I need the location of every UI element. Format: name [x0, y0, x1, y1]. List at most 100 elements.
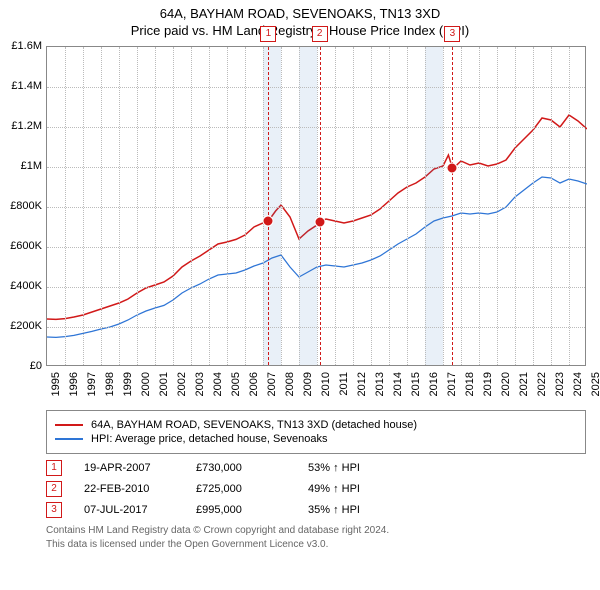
- xtick-label: 2020: [500, 372, 512, 396]
- xtick-label: 2015: [410, 372, 422, 396]
- gridline-v: [83, 47, 84, 365]
- gridline-v: [101, 47, 102, 365]
- event-marker-dot: [314, 217, 325, 228]
- gridline-v: [551, 47, 552, 365]
- chart-shaded-band: [299, 47, 317, 365]
- event-price: £995,000: [196, 504, 286, 516]
- price-chart: 123: [46, 46, 586, 366]
- xtick-label: 2009: [302, 372, 314, 396]
- gridline-h: [47, 327, 585, 328]
- event-marker-line: [320, 47, 321, 365]
- xtick-label: 1999: [122, 372, 134, 396]
- gridline-v: [461, 47, 462, 365]
- event-marker-line: [452, 47, 453, 365]
- event-marker-dot: [263, 216, 274, 227]
- xtick-label: 2012: [356, 372, 368, 396]
- gridline-v: [209, 47, 210, 365]
- legend: 64A, BAYHAM ROAD, SEVENOAKS, TN13 3XD (d…: [46, 410, 586, 454]
- footer-line-1: Contains HM Land Registry data © Crown c…: [46, 524, 590, 538]
- gridline-v: [155, 47, 156, 365]
- chart-title: 64A, BAYHAM ROAD, SEVENOAKS, TN13 3XD: [0, 6, 600, 21]
- event-row: 3 07-JUL-2017 £995,000 35% ↑ HPI: [46, 502, 586, 518]
- xtick-label: 1995: [50, 372, 62, 396]
- xtick-label: 2001: [158, 372, 170, 396]
- legend-label: 64A, BAYHAM ROAD, SEVENOAKS, TN13 3XD (d…: [91, 419, 417, 431]
- gridline-v: [569, 47, 570, 365]
- event-delta: 49% ↑ HPI: [308, 483, 398, 495]
- gridline-v: [227, 47, 228, 365]
- gridline-v: [479, 47, 480, 365]
- ytick-label: £800K: [0, 200, 42, 212]
- chart-subtitle: Price paid vs. HM Land Registry's House …: [0, 23, 600, 38]
- gridline-v: [281, 47, 282, 365]
- xtick-label: 2024: [572, 372, 584, 396]
- event-marker-dot: [447, 163, 458, 174]
- xtick-label: 2025: [590, 372, 600, 396]
- ytick-label: £1M: [0, 160, 42, 172]
- events-table: 119-APR-2007£730,00053% ↑ HPI222-FEB-201…: [46, 460, 586, 518]
- xtick-label: 2019: [482, 372, 494, 396]
- legend-item: HPI: Average price, detached house, Seve…: [55, 433, 577, 445]
- gridline-v: [173, 47, 174, 365]
- ytick-label: £1.4M: [0, 80, 42, 92]
- footer-attribution: Contains HM Land Registry data © Crown c…: [46, 524, 590, 552]
- xtick-label: 2006: [248, 372, 260, 396]
- ytick-label: £1.2M: [0, 120, 42, 132]
- ytick-label: £1.6M: [0, 40, 42, 52]
- event-number-box: 3: [46, 502, 62, 518]
- xtick-label: 2003: [194, 372, 206, 396]
- event-row: 119-APR-2007£730,00053% ↑ HPI: [46, 460, 586, 476]
- xtick-label: 2007: [266, 372, 278, 396]
- gridline-h: [47, 87, 585, 88]
- gridline-v: [353, 47, 354, 365]
- event-number-box: 1: [46, 460, 62, 476]
- legend-item: 64A, BAYHAM ROAD, SEVENOAKS, TN13 3XD (d…: [55, 419, 577, 431]
- xtick-label: 2008: [284, 372, 296, 396]
- chart-shaded-band: [425, 47, 443, 365]
- legend-swatch: [55, 424, 83, 426]
- gridline-v: [497, 47, 498, 365]
- xtick-label: 2000: [140, 372, 152, 396]
- xtick-label: 2016: [428, 372, 440, 396]
- event-delta: 35% ↑ HPI: [308, 504, 398, 516]
- xtick-label: 2022: [536, 372, 548, 396]
- gridline-v: [191, 47, 192, 365]
- gridline-v: [425, 47, 426, 365]
- event-date: 22-FEB-2010: [84, 483, 174, 495]
- xtick-label: 1998: [104, 372, 116, 396]
- gridline-h: [47, 287, 585, 288]
- gridline-v: [263, 47, 264, 365]
- xtick-label: 2014: [392, 372, 404, 396]
- gridline-v: [119, 47, 120, 365]
- xtick-label: 2013: [374, 372, 386, 396]
- event-price: £730,000: [196, 462, 286, 474]
- ytick-label: £0: [0, 360, 42, 372]
- xtick-label: 2005: [230, 372, 242, 396]
- event-marker-box: 3: [444, 26, 460, 42]
- event-delta: 53% ↑ HPI: [308, 462, 398, 474]
- event-marker-box: 2: [312, 26, 328, 42]
- footer-line-2: This data is licensed under the Open Gov…: [46, 538, 590, 552]
- gridline-v: [245, 47, 246, 365]
- event-date: 07-JUL-2017: [84, 504, 174, 516]
- chart-shaded-band: [263, 47, 281, 365]
- gridline-h: [47, 207, 585, 208]
- xtick-label: 2017: [446, 372, 458, 396]
- gridline-v: [533, 47, 534, 365]
- ytick-label: £600K: [0, 240, 42, 252]
- gridline-v: [65, 47, 66, 365]
- legend-swatch: [55, 438, 83, 440]
- gridline-v: [137, 47, 138, 365]
- gridline-v: [299, 47, 300, 365]
- gridline-v: [371, 47, 372, 365]
- xtick-label: 2011: [338, 372, 350, 396]
- xtick-label: 2023: [554, 372, 566, 396]
- xtick-label: 2021: [518, 372, 530, 396]
- gridline-h: [47, 127, 585, 128]
- gridline-v: [317, 47, 318, 365]
- gridline-v: [335, 47, 336, 365]
- ytick-label: £400K: [0, 280, 42, 292]
- event-number-box: 2: [46, 481, 62, 497]
- xtick-label: 1997: [86, 372, 98, 396]
- event-price: £725,000: [196, 483, 286, 495]
